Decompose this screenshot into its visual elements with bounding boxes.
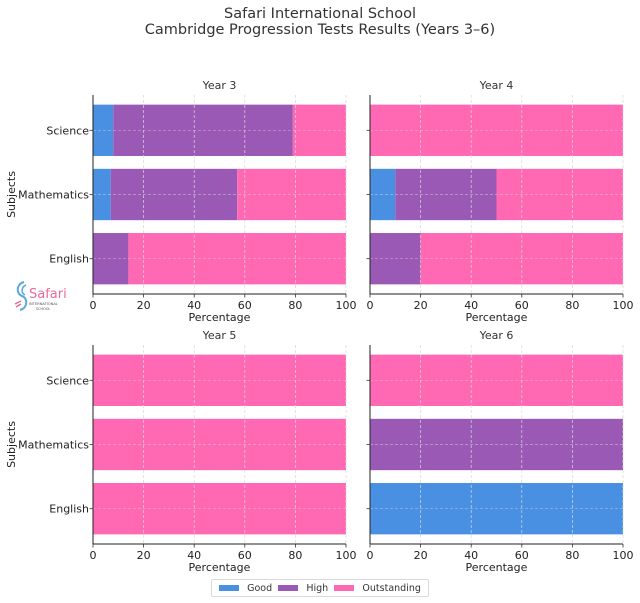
panel-title: Year 3 bbox=[202, 79, 237, 92]
x-tick-label: 100 bbox=[336, 549, 357, 562]
legend-label-high: High bbox=[306, 582, 329, 594]
y-tick-label: English bbox=[49, 503, 89, 516]
x-tick-label: 0 bbox=[367, 549, 374, 562]
x-tick-label: 60 bbox=[515, 549, 529, 562]
legend-swatch-outstanding bbox=[334, 585, 355, 591]
y-tick-label: Mathematics bbox=[18, 439, 89, 452]
x-tick-label: 40 bbox=[464, 549, 478, 562]
legend-item-outstanding: Outstanding bbox=[334, 582, 421, 594]
logo-name: Safari bbox=[29, 287, 67, 302]
x-axis-label: Percentage bbox=[466, 311, 528, 324]
legend-item-high: High bbox=[278, 583, 328, 594]
x-tick-label: 20 bbox=[414, 299, 428, 312]
x-tick-label: 0 bbox=[367, 299, 374, 312]
legend-label-good: Good bbox=[247, 582, 273, 594]
y-tick-label: English bbox=[49, 253, 89, 266]
x-tick-label: 20 bbox=[137, 549, 151, 562]
panel-year-5: 0 20 40 60 80 100 Science Mathematics English Yea… bbox=[5, 329, 357, 574]
x-tick-label: 100 bbox=[336, 299, 357, 312]
x-tick-label: 60 bbox=[238, 549, 252, 562]
y-tick-label: Science bbox=[46, 124, 89, 137]
school-logo: Safari INTERNATIONAL SCHOOL bbox=[12, 276, 68, 316]
x-tick-label: 80 bbox=[288, 549, 302, 562]
x-tick-label: 40 bbox=[187, 549, 201, 562]
x-tick-label: 20 bbox=[137, 299, 151, 312]
logo-tagline: INTERNATIONAL bbox=[29, 302, 58, 306]
bar-mathematics-good bbox=[93, 168, 111, 221]
panel-title: Year 5 bbox=[202, 329, 237, 342]
x-axis-label: Percentage bbox=[189, 561, 251, 574]
y-axis-label: Subjects bbox=[5, 171, 18, 218]
x-tick-label: 80 bbox=[565, 549, 579, 562]
x-tick-label: 40 bbox=[187, 299, 201, 312]
panel-year-6: 0 20 40 60 80 100 Year 6 Percentage bbox=[366, 329, 634, 574]
chart-title: Safari International School bbox=[224, 6, 416, 22]
x-axis-label: Percentage bbox=[189, 311, 251, 324]
y-tick-label: Mathematics bbox=[18, 189, 89, 202]
logo-icon: Safari INTERNATIONAL SCHOOL bbox=[14, 281, 67, 311]
x-tick-label: 60 bbox=[238, 299, 252, 312]
x-tick-label: 60 bbox=[515, 299, 529, 312]
x-tick-label: 0 bbox=[90, 549, 97, 562]
logo-tagline2: SCHOOL bbox=[36, 307, 50, 311]
x-tick-label: 100 bbox=[613, 549, 634, 562]
x-tick-label: 100 bbox=[613, 299, 634, 312]
chart-subtitle: Cambridge Progression Tests Results (Yea… bbox=[145, 22, 495, 38]
panel-title: Year 4 bbox=[479, 79, 514, 92]
x-tick-label: 80 bbox=[288, 299, 302, 312]
x-tick-label: 20 bbox=[414, 549, 428, 562]
y-axis-label: Subjects bbox=[5, 421, 18, 468]
legend-label-outstanding: Outstanding bbox=[362, 582, 421, 594]
panel-year-3: 0 20 40 60 80 100 Science Mathematics English Yea… bbox=[5, 79, 357, 324]
x-tick-label: 0 bbox=[90, 299, 97, 312]
panel-title: Year 6 bbox=[479, 329, 514, 342]
legend-swatch-high bbox=[278, 585, 299, 591]
legend-swatch-good bbox=[219, 585, 240, 591]
panel-year-4: 0 20 40 60 80 100 Year 4 Percentage bbox=[366, 79, 634, 324]
x-tick-label: 80 bbox=[565, 299, 579, 312]
x-axis-label: Percentage bbox=[466, 561, 528, 574]
legend: Good High Outstanding bbox=[211, 579, 429, 597]
y-tick-label: Science bbox=[46, 374, 89, 387]
x-tick-label: 40 bbox=[464, 299, 478, 312]
legend-item-good: Good bbox=[219, 583, 272, 594]
